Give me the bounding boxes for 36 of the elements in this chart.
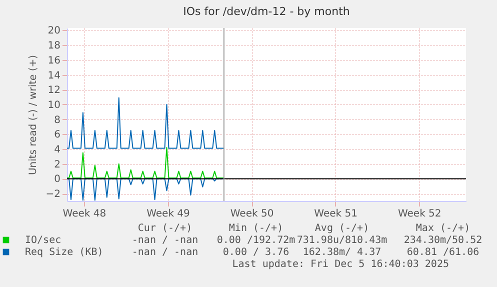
y-tick-label: 14 xyxy=(48,70,60,82)
text: Cur (-/+) xyxy=(138,223,192,234)
text: 0.00 / 3.76 xyxy=(222,247,290,258)
y-tick-label: 12 xyxy=(48,85,60,96)
x-tick-label: Week 52 xyxy=(398,208,442,220)
chart-title: IOs for /dev/dm-12 - by month xyxy=(183,5,350,18)
text: 0.00 /192.72m xyxy=(216,235,296,246)
y-tick-label: 0 xyxy=(54,174,60,186)
y-tick-label: 20 xyxy=(48,26,60,37)
text: Min (-/+) xyxy=(228,223,284,234)
y-tick-label: 10 xyxy=(48,100,60,111)
text: Last update: Fri Dec 5 16:40:03 2025 xyxy=(232,259,449,270)
x-tick-label: Week 51 xyxy=(314,208,358,220)
text: 162.38m/ 4.37 xyxy=(302,247,382,258)
y-axis-title: Units read (-) / write (+) xyxy=(28,54,39,176)
text: Avg (-/+) xyxy=(314,223,370,234)
line-series xyxy=(66,97,224,149)
x-tick-label: Week 48 xyxy=(62,208,106,220)
y-tick-label: 6 xyxy=(54,130,60,141)
legend-label: Req Size (KB) xyxy=(25,247,104,258)
line-series xyxy=(66,147,224,178)
y-tick-label: 16 xyxy=(48,55,60,66)
text: -nan / -nan xyxy=(132,235,198,246)
text: 234.30m/50.52 xyxy=(404,235,482,246)
text: 731.98u/810.43m xyxy=(296,235,388,246)
y-tick-label: 4 xyxy=(54,144,60,156)
legend-label: IO/sec xyxy=(25,235,62,246)
text: 60.81 /61.06 xyxy=(406,247,480,258)
text: -nan / -nan xyxy=(132,247,198,258)
x-tick-label: Week 49 xyxy=(146,208,190,220)
text: Max (-/+) xyxy=(416,223,470,234)
y-tick-label: 18 xyxy=(48,40,60,52)
x-tick-label: Week 50 xyxy=(230,208,274,220)
y-tick-label: 2 xyxy=(54,159,60,170)
y-tick-label: 8 xyxy=(54,114,60,126)
y-tick-label: −2 xyxy=(46,189,60,200)
